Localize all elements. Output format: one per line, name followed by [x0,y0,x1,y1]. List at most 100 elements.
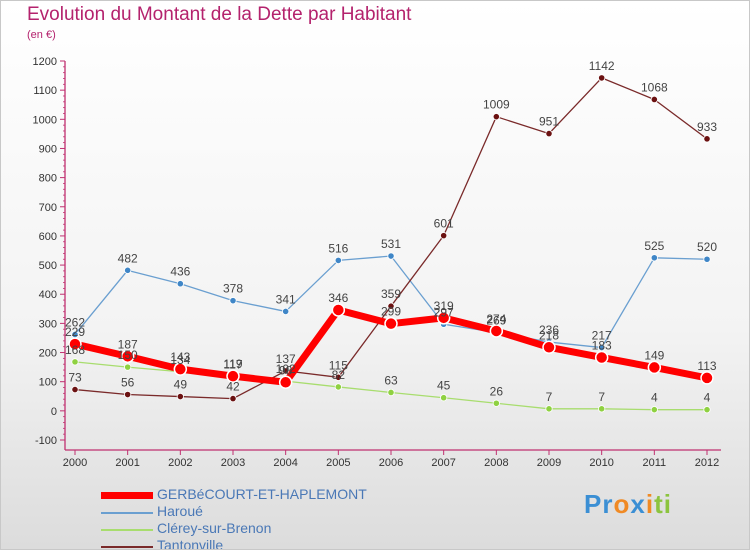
y-tick-label: 0 [51,406,57,418]
data-point [542,340,556,355]
data-point [278,375,293,390]
data-label: 516 [328,241,348,255]
data-label: 933 [697,120,717,134]
y-tick-label: 1000 [33,114,57,126]
data-label: 269 [486,313,506,327]
legend-label: Clérey-sur-Brenon [157,520,272,536]
data-label: 150 [118,348,138,362]
y-tick-label: 500 [39,260,57,272]
data-point [436,311,451,325]
data-point [226,369,240,383]
data-point [545,129,553,138]
data-point [229,297,237,305]
legend-swatch [101,492,153,499]
data-label: 274 [486,312,506,326]
data-point [173,362,188,376]
data-point [124,390,132,399]
data-point [650,254,658,262]
data-point [650,406,658,414]
data-point [387,302,395,310]
data-point [331,303,346,317]
data-label: 187 [118,337,138,351]
legend-swatch [101,546,153,548]
data-label: 149 [644,348,664,362]
chart-title: Evolution du Montant de la Dette par Hab… [27,4,412,25]
data-label: 26 [490,384,504,398]
data-point [492,399,500,407]
data-label: 229 [65,325,85,339]
legend-swatch [101,512,153,514]
data-label: 102 [276,362,296,376]
data-label: 143 [170,350,190,364]
data-label: 319 [434,299,454,313]
x-tick-label: 2006 [379,457,403,469]
data-label: 119 [223,357,242,371]
data-point [282,307,290,316]
data-label: 297 [434,305,454,319]
data-point [124,363,132,371]
data-label: 217 [592,329,612,343]
data-point [492,113,500,121]
y-tick-label: 200 [39,348,57,360]
x-tick-label: 2008 [484,457,508,469]
data-point [545,405,553,413]
data-label: 299 [381,305,401,319]
x-tick-label: 2011 [643,457,667,469]
data-label: 341 [276,292,296,306]
y-tick-label: 800 [39,173,57,185]
logo-part-2: o [613,489,631,519]
data-point [334,256,342,265]
data-label: 82 [332,368,346,382]
data-label: 4 [651,391,658,405]
x-tick-label: 2000 [63,457,87,469]
data-label: 525 [644,239,664,253]
data-point [71,358,79,366]
x-tick-label: 2004 [273,457,297,469]
logo-part-5: ti [654,489,672,519]
data-label: 42 [226,380,240,394]
data-label: 236 [539,323,559,337]
x-tick-label: 2009 [537,457,561,469]
x-tick-label: 2007 [431,457,455,469]
y-tick-label: 300 [39,318,57,330]
data-label: 7 [598,390,605,404]
data-point [176,280,184,288]
data-point [120,349,135,364]
data-label: 346 [328,291,348,305]
legend-swatch [101,529,153,531]
data-label: 45 [437,379,451,393]
data-point [387,388,395,397]
data-label: 183 [592,338,612,352]
x-tick-label: 2003 [221,457,245,469]
legend-label: GERBéCOURT-ET-HAPLEMONT [157,486,367,502]
proxiti-logo: Proxiti [584,489,672,520]
x-tick-label: 2012 [695,457,719,469]
data-point [282,367,290,375]
data-point [440,394,448,402]
data-label: 49 [174,378,188,392]
data-point [700,371,714,385]
data-label: 117 [223,358,242,372]
data-point [440,232,448,240]
y-tick-label: 600 [39,231,57,243]
logo-part-4: i [645,489,655,519]
data-label: 56 [121,376,135,390]
x-tick-label: 2005 [326,457,350,469]
data-label: 1142 [589,59,615,73]
y-tick-label: 700 [39,202,57,214]
data-label: 482 [118,251,138,265]
y-tick-label: 900 [39,143,57,155]
logo-part-3: x [630,489,646,519]
data-label: 951 [539,115,559,129]
data-point [647,360,662,375]
y-tick-label: 1100 [33,85,57,97]
data-label: 73 [68,371,82,385]
data-point [334,383,342,391]
x-tick-label: 2002 [168,457,192,469]
data-label: 1009 [483,98,510,112]
y-tick-label: -100 [35,435,57,447]
x-tick-label: 2001 [115,457,139,469]
data-label: 601 [434,217,454,231]
